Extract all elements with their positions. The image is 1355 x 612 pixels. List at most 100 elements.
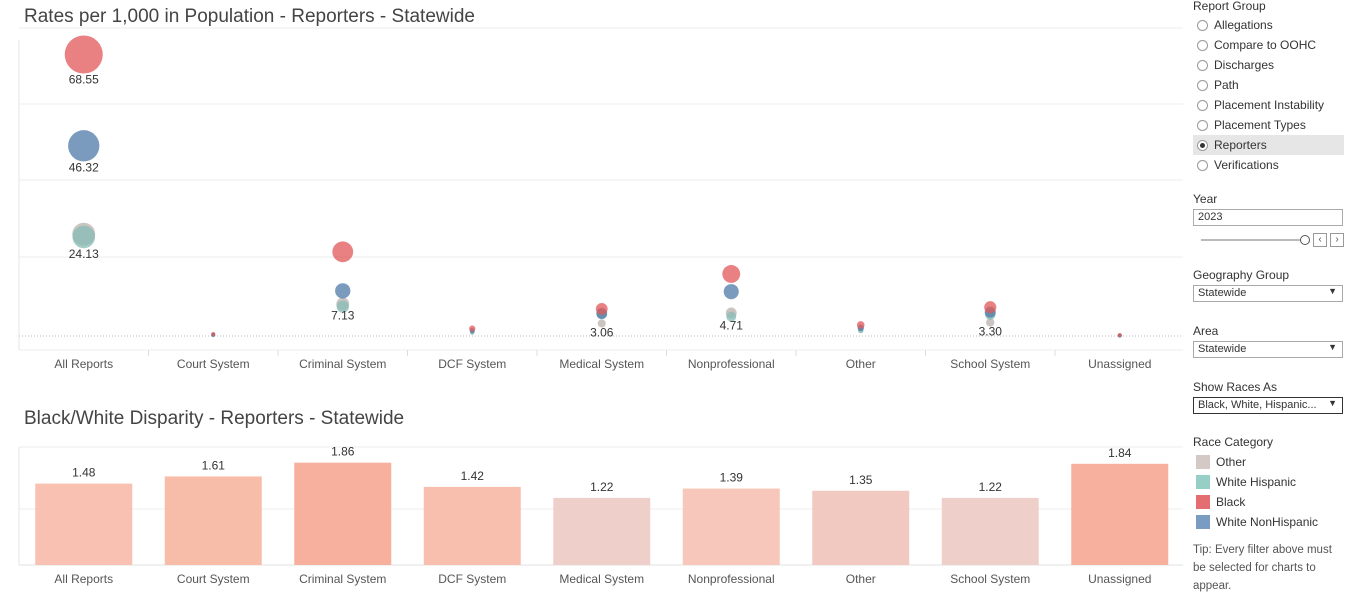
bubble-chart-title: Rates per 1,000 in Population - Reporter… — [24, 6, 475, 27]
bar-school-system — [941, 497, 1039, 565]
x-tick-label: DCF System — [438, 572, 506, 586]
radio-button[interactable] — [1197, 139, 1208, 151]
show-races-value: Black, White, Hispanic... — [1198, 399, 1317, 411]
year-slider-track[interactable] — [1201, 235, 1310, 245]
chevron-left-icon[interactable]: ‹ — [1313, 233, 1327, 247]
area-heading: Area — [1193, 324, 1219, 338]
year-slider-thumb[interactable] — [1300, 235, 1310, 245]
area-select[interactable]: Statewide ▼ — [1193, 341, 1343, 358]
legend-label: Black — [1216, 495, 1246, 509]
bar-value-label: 1.22 — [590, 480, 614, 494]
legend-item-white-hispanic[interactable]: White Hispanic — [1196, 472, 1318, 492]
bar-value-label: 1.86 — [331, 445, 355, 459]
bubble-black-dcf-system — [469, 325, 476, 332]
legend-label: Other — [1216, 455, 1247, 469]
data-label: 7.13 — [331, 309, 355, 323]
legend-item-white-nonhispanic[interactable]: White NonHispanic — [1196, 512, 1318, 532]
chevron-right-icon[interactable]: › — [1330, 233, 1344, 247]
radio-option-placement-types[interactable]: Placement Types — [1193, 115, 1344, 135]
radio-button[interactable] — [1197, 19, 1208, 31]
radio-button[interactable] — [1197, 99, 1208, 111]
radio-option-compare-to-oohc[interactable]: Compare to OOHC — [1193, 35, 1344, 55]
radio-button[interactable] — [1197, 59, 1208, 71]
x-tick-label: School System — [950, 572, 1030, 586]
radio-label: Verifications — [1214, 158, 1279, 172]
legend-swatch — [1196, 515, 1210, 529]
report-group-radio-list: Allegations Compare to OOHC Discharges Path… — [1193, 15, 1344, 175]
radio-label: Placement Instability — [1214, 98, 1325, 112]
bar-value-label: 1.35 — [849, 473, 873, 487]
radio-button[interactable] — [1197, 159, 1208, 171]
legend-swatch — [1196, 475, 1210, 489]
radio-button[interactable] — [1197, 79, 1208, 91]
legend-label: White Hispanic — [1216, 475, 1297, 489]
legend-swatch — [1196, 495, 1210, 509]
bubble-white-hispanic-criminal-system — [336, 300, 349, 313]
radio-label: Compare to OOHC — [1214, 38, 1317, 52]
bubble-other-school-system — [986, 318, 995, 327]
radio-option-allegations[interactable]: Allegations — [1193, 15, 1344, 35]
bar-nonprofessional — [682, 488, 780, 565]
geography-group-select[interactable]: Statewide ▼ — [1193, 285, 1343, 302]
radio-button[interactable] — [1197, 119, 1208, 131]
dropdown-arrow-icon: ▼ — [1328, 398, 1337, 408]
radio-label: Discharges — [1214, 58, 1275, 72]
bubble-black-other — [856, 321, 865, 329]
radio-option-verifications[interactable]: Verifications — [1193, 155, 1344, 175]
x-tick-label: All Reports — [54, 357, 113, 371]
bar-criminal-system — [294, 462, 392, 565]
radio-label: Path — [1214, 78, 1239, 92]
bar-value-label: 1.84 — [1108, 446, 1132, 460]
radio-option-discharges[interactable]: Discharges — [1193, 55, 1344, 75]
bar-other — [812, 490, 910, 565]
bar-value-label: 1.48 — [72, 466, 96, 480]
bubble-white-nonhispanic-all-reports — [68, 130, 100, 162]
legend-label: White NonHispanic — [1216, 515, 1319, 529]
radio-button[interactable] — [1197, 39, 1208, 51]
bar-value-label: 1.42 — [461, 469, 485, 483]
x-tick-label: Medical System — [559, 572, 644, 586]
data-label: 68.55 — [69, 73, 99, 87]
bubble-black-court-system — [211, 331, 216, 336]
show-races-select[interactable]: Black, White, Hispanic... ▼ — [1193, 397, 1343, 414]
legend-swatch — [1196, 455, 1210, 469]
x-tick-label: Nonprofessional — [688, 572, 775, 586]
radio-option-reporters[interactable]: Reporters — [1193, 135, 1344, 155]
x-tick-label: Criminal System — [299, 357, 386, 371]
tip-text: Tip: Every filter above must be selected… — [1193, 544, 1332, 592]
bar-value-label: 1.39 — [720, 471, 744, 485]
x-tick-label: Unassigned — [1088, 357, 1151, 371]
x-tick-label: Other — [846, 357, 876, 371]
legend-item-black[interactable]: Black — [1196, 492, 1318, 512]
bar-all-reports — [35, 483, 133, 565]
bar-dcf-system — [423, 486, 521, 565]
year-field[interactable]: 2023 — [1193, 209, 1343, 226]
radio-label: Allegations — [1214, 18, 1273, 32]
x-tick-label: School System — [950, 357, 1030, 371]
bar-chart-title: Black/White Disparity - Reporters - Stat… — [24, 408, 405, 429]
bubble-other-medical-system — [597, 319, 606, 328]
race-category-legend: Other White Hispanic Black White NonHispani… — [1196, 452, 1318, 532]
bubble-white-hispanic-nonprofessional — [726, 311, 737, 322]
report-group-heading: Report Group — [1193, 0, 1266, 13]
bubble-white-nonhispanic-criminal-system — [335, 283, 351, 299]
geography-group-value: Statewide — [1198, 287, 1247, 299]
year-heading: Year — [1193, 192, 1218, 206]
x-tick-label: Court System — [177, 572, 250, 586]
bubble-black-nonprofessional — [722, 265, 741, 283]
bubble-black-unassigned — [1117, 333, 1122, 338]
bubble-chart: All Reports Court System Criminal System DC… — [18, 27, 1183, 371]
radio-option-path[interactable]: Path — [1193, 75, 1344, 95]
bubble-black-school-system — [984, 301, 997, 314]
radio-option-placement-instability[interactable]: Placement Instability — [1193, 95, 1344, 115]
dropdown-arrow-icon: ▼ — [1328, 286, 1337, 296]
bar-value-label: 1.61 — [202, 458, 226, 472]
bar-court-system — [164, 476, 262, 565]
year-slider[interactable]: ‹ › — [1193, 233, 1344, 247]
data-label: 3.06 — [590, 325, 614, 339]
x-tick-label: Nonprofessional — [688, 357, 775, 371]
data-label: 46.32 — [69, 160, 99, 174]
legend-item-other[interactable]: Other — [1196, 452, 1318, 472]
data-label: 4.71 — [720, 319, 744, 333]
data-label: 3.30 — [979, 324, 1003, 338]
